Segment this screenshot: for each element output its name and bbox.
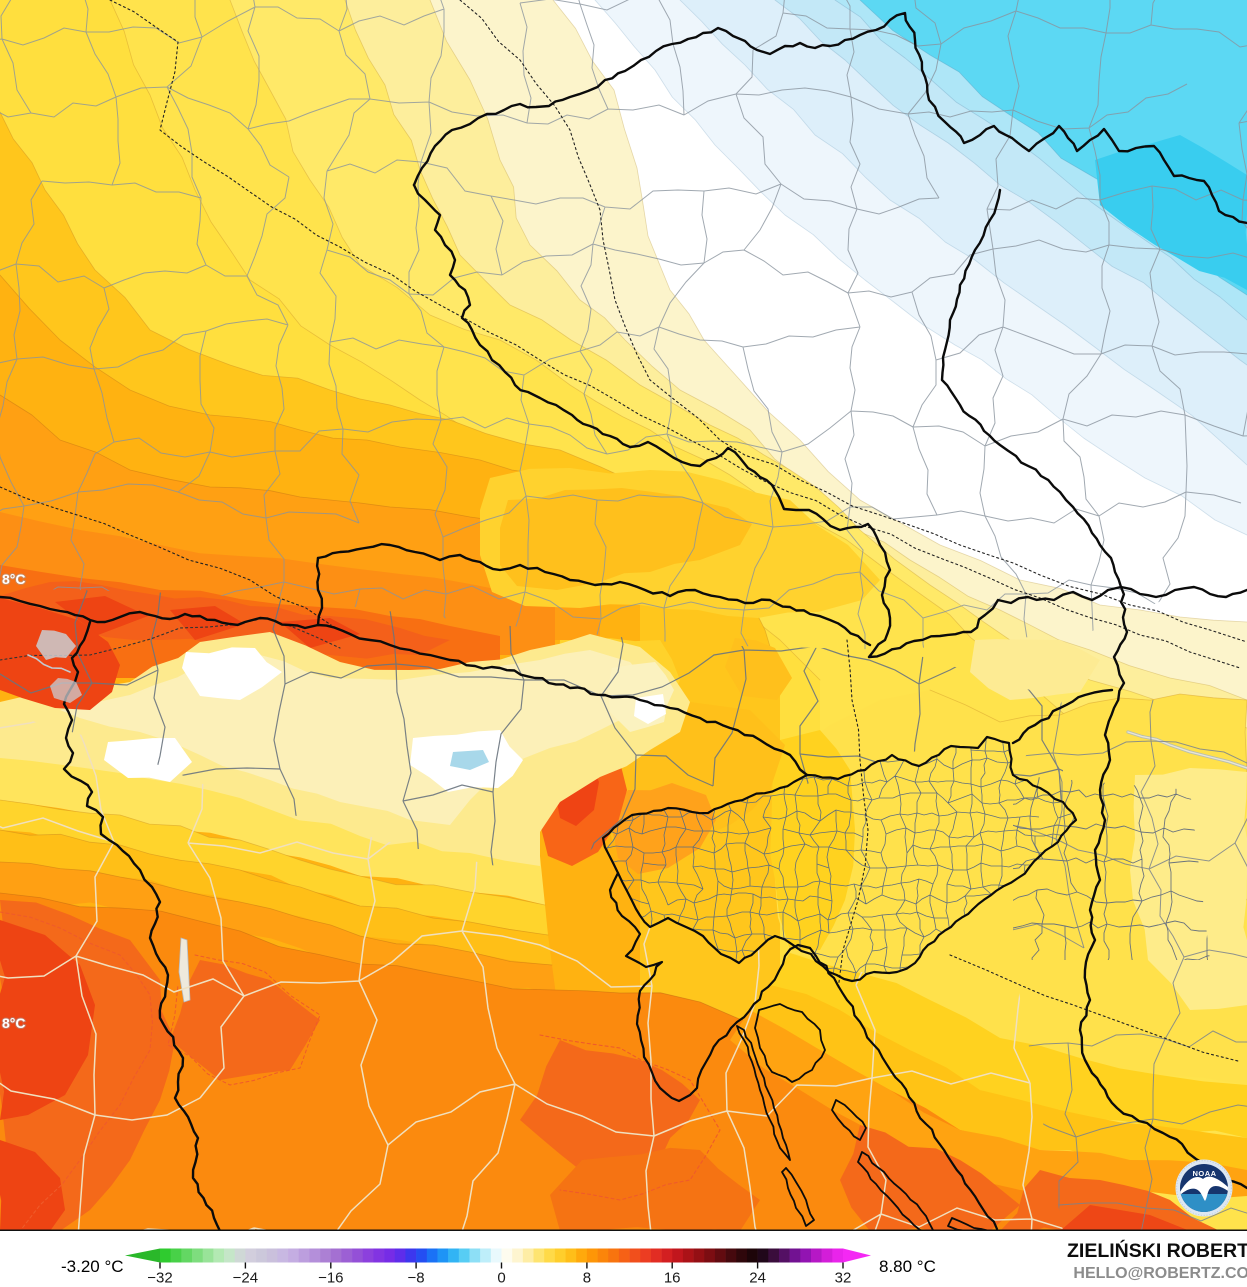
svg-text:HELLO@ROBERTZ.CO: HELLO@ROBERTZ.CO bbox=[1073, 1265, 1247, 1282]
svg-text:32: 32 bbox=[835, 1270, 852, 1287]
svg-text:24: 24 bbox=[749, 1270, 766, 1287]
svg-text:0: 0 bbox=[497, 1270, 505, 1287]
svg-text:8.80 °C: 8.80 °C bbox=[879, 1257, 936, 1276]
svg-text:−24: −24 bbox=[233, 1270, 258, 1287]
svg-text:8°C: 8°C bbox=[2, 1015, 26, 1031]
svg-text:-3.20 °C: -3.20 °C bbox=[61, 1257, 124, 1276]
svg-text:8°C: 8°C bbox=[2, 571, 26, 587]
svg-text:−32: −32 bbox=[147, 1270, 172, 1287]
svg-text:NOAA: NOAA bbox=[1192, 1169, 1216, 1178]
svg-text:8: 8 bbox=[583, 1270, 591, 1287]
svg-text:−16: −16 bbox=[318, 1270, 343, 1287]
svg-text:8°C: 8°C bbox=[2, 1015, 26, 1031]
svg-text:−8: −8 bbox=[408, 1270, 425, 1287]
svg-text:16: 16 bbox=[664, 1270, 681, 1287]
svg-text:ZIELIŃSKI ROBERT: ZIELIŃSKI ROBERT bbox=[1067, 1239, 1247, 1262]
svg-text:8°C: 8°C bbox=[2, 571, 26, 587]
